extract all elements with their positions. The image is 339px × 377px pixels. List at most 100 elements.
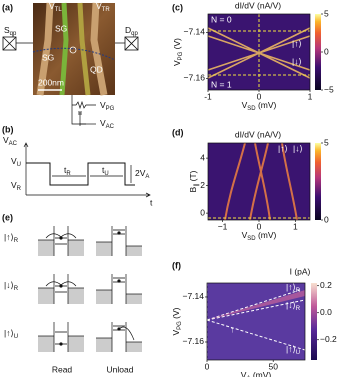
axis-label-part: V [172,60,182,66]
tunneling-arrow [118,326,135,341]
energy-diagrams [38,226,142,352]
axis-label-part: PG [177,321,183,330]
electron [59,342,63,346]
colorbar [315,143,321,220]
x-tick-label: 0 [205,361,210,371]
barrier [111,226,127,256]
axis-label-part: SD [247,106,256,112]
lead [96,242,112,256]
gate-label: Sqp [4,25,17,36]
colorbar-tick-label: 5 [324,137,329,147]
axis-label: VA (mV) [241,370,272,377]
axis-label-part: (T) [188,170,198,183]
region-label: SG [42,52,54,62]
colorbar-tick-label: 0 [324,46,329,56]
colorbar-tick-label: 0.0 [320,307,332,317]
panel-label: (f) [172,260,181,270]
electron [59,236,63,240]
barrier [53,322,69,352]
colorbar-tick-label: 0.2 [320,280,332,290]
lead [68,240,84,256]
chart-title: dI/dV (nA/V) [235,129,281,139]
axis-label: VPG (V) [172,38,183,66]
gate-label: VPG [100,100,115,111]
gate-label: Dqp [125,25,138,36]
axis-label: VSD (mV) [242,100,277,111]
annotation: |↑⟩ [292,38,302,48]
axis-label-part: A [246,376,250,377]
annotation: |↑⟩U [286,344,300,355]
panel-label: (a) [2,2,13,12]
lead [68,336,84,352]
chart-title: dI/dV (nA/V) [235,0,281,10]
axis-label-part: (mV) [250,370,271,377]
electron [59,284,63,288]
axis-label: VPG (V) [171,307,182,335]
lead [38,336,54,352]
electron [117,327,121,331]
colorbar-tick-label: 5 [324,8,329,18]
circuit [71,95,96,126]
x-tick-label: -1 [204,91,212,101]
heatmap [206,14,311,360]
electron [117,279,121,283]
colorbar [315,14,321,90]
amplitude-label: 2VA [135,168,149,179]
lead [96,338,112,352]
x-tick-label: 0 [257,221,262,231]
y-tick-label: −7.16 [183,73,205,83]
lead [126,294,142,304]
level-label: VU [11,156,21,167]
chart-title: I (pA) [290,266,311,276]
barrier [53,226,69,256]
y-tick-label: 4 [200,152,205,162]
state-label: |↑⟩R [4,232,19,243]
level-label: VR [11,180,22,191]
region-label: QD [90,64,103,74]
x-tick-label: 1 [293,221,298,231]
axis-label-part: V [242,230,248,240]
electron [117,231,121,235]
axis-label-part: SD [247,236,256,242]
sem-image [32,2,116,96]
axis-label-part: V [242,100,248,110]
scale-bar-label: 200nm [38,77,64,87]
state-label: |↓⟩R [4,280,19,291]
annotation: |↑⟩R [286,282,301,293]
gate-label: VAC [100,118,115,129]
lead [96,290,112,304]
annotation: |↑⟩ [278,143,288,153]
column-label: Read [52,364,73,374]
time-label: tR [64,165,71,176]
pulse-diagram [23,142,151,198]
region-label: SG [55,23,67,33]
annotation: N = 1 [211,79,232,89]
x-tick-label: 0 [257,91,262,101]
x-tick-label: 50 [268,361,278,371]
panel-label: (e) [2,212,13,222]
annotation: ↑ [230,324,234,334]
axis-label-part: (V) [172,38,182,52]
state-label: |↑⟩U [4,328,18,339]
axis-label-part: V [171,330,181,336]
axis-label-part: (mV) [256,100,277,110]
x-tick-label: −1 [218,221,228,231]
axis-label: VSD (mV) [242,230,277,241]
colorbar-tick-label: 0 [324,214,329,224]
axis-label-part: ∥ [193,184,200,187]
time-label: tU [102,165,109,176]
annotation: N = 0 [211,14,232,24]
y-tick-label: 0 [200,207,205,217]
y-tick-label: −7.14 [182,291,204,301]
annotation: |↓⟩ [293,143,303,153]
panel-label: (c) [172,2,183,12]
annotation: |↓⟩R [286,300,301,311]
barrier [111,322,127,352]
axis-label-part: PG [178,51,184,60]
axis-label: t [150,197,153,207]
colorbar [311,283,317,360]
lead [38,240,54,256]
axis-label: B∥ (T) [188,170,199,192]
y-tick-label: −7.16 [182,336,204,346]
